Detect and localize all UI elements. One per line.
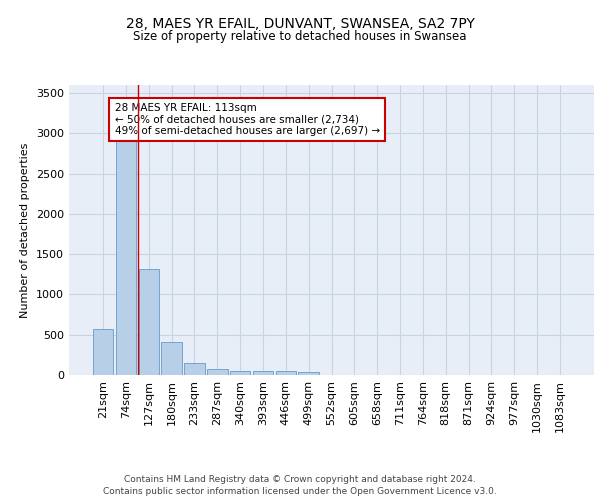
Text: Contains public sector information licensed under the Open Government Licence v3: Contains public sector information licen… bbox=[103, 486, 497, 496]
Text: Size of property relative to detached houses in Swansea: Size of property relative to detached ho… bbox=[133, 30, 467, 43]
Y-axis label: Number of detached properties: Number of detached properties bbox=[20, 142, 31, 318]
Bar bbox=[298, 372, 319, 375]
Bar bbox=[116, 140, 136, 375]
Bar bbox=[184, 362, 205, 375]
Bar bbox=[275, 372, 296, 375]
Bar bbox=[230, 370, 250, 375]
Text: Contains HM Land Registry data © Crown copyright and database right 2024.: Contains HM Land Registry data © Crown c… bbox=[124, 476, 476, 484]
Bar bbox=[139, 270, 159, 375]
Text: 28 MAES YR EFAIL: 113sqm
← 50% of detached houses are smaller (2,734)
49% of sem: 28 MAES YR EFAIL: 113sqm ← 50% of detach… bbox=[115, 102, 380, 136]
Bar bbox=[93, 329, 113, 375]
Bar bbox=[253, 372, 273, 375]
Text: 28, MAES YR EFAIL, DUNVANT, SWANSEA, SA2 7PY: 28, MAES YR EFAIL, DUNVANT, SWANSEA, SA2… bbox=[125, 18, 475, 32]
Bar bbox=[161, 342, 182, 375]
Bar bbox=[207, 368, 227, 375]
